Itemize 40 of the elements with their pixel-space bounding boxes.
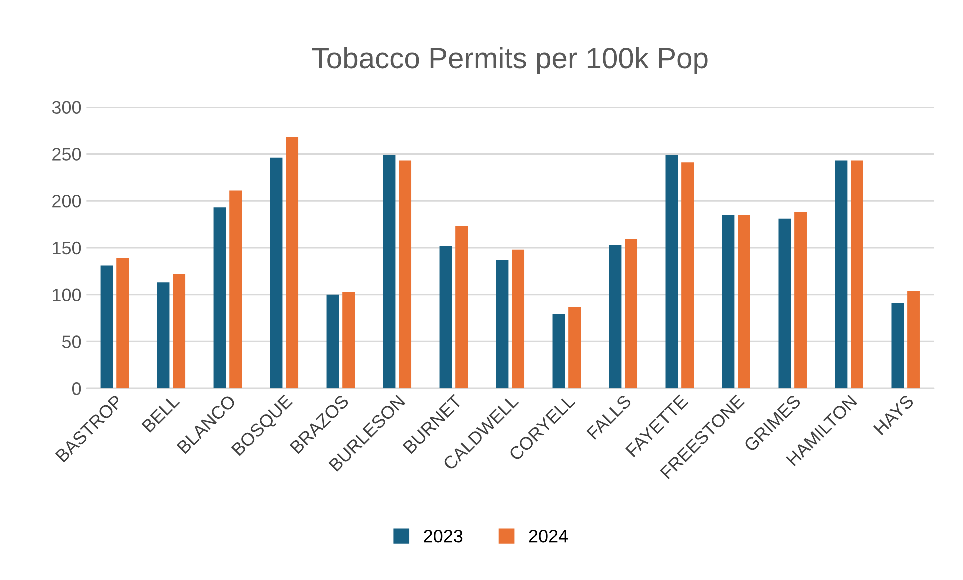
bar: [908, 291, 920, 389]
bar: [399, 160, 412, 389]
bar: [738, 215, 750, 389]
bar: [326, 294, 340, 389]
bar: [173, 274, 186, 389]
bar: [342, 292, 356, 389]
bar: [625, 240, 638, 389]
y-tick-label: 100: [53, 288, 82, 302]
y-tick-label: 50: [62, 336, 82, 348]
bar: [100, 266, 114, 389]
bar: [722, 215, 735, 389]
bar: [116, 258, 130, 389]
chart-title: Tobacco Permits per 100k Pop: [312, 47, 708, 74]
legend-label: 2024: [529, 530, 568, 543]
y-tick-label: 150: [53, 242, 82, 255]
y-tick-label: 200: [52, 195, 82, 208]
bar: [230, 190, 242, 389]
bar: [835, 160, 848, 389]
bar: [157, 282, 170, 389]
y-tick-label: 250: [52, 148, 82, 161]
y-tick-label: 0: [72, 382, 82, 396]
bar: [609, 245, 622, 389]
bar: [286, 137, 299, 389]
y-tick-label: 300: [52, 101, 82, 114]
bar: [552, 314, 566, 389]
bar: [666, 155, 678, 389]
bar: [851, 160, 864, 389]
bar: [214, 208, 226, 389]
bar: [456, 226, 468, 389]
bar: [794, 212, 807, 389]
bar: [568, 307, 582, 389]
bar: [512, 250, 525, 389]
bar: [682, 162, 694, 389]
bar: [892, 303, 904, 389]
bar: [383, 155, 396, 389]
bar: [778, 218, 792, 389]
bar: [440, 246, 452, 389]
bar: [496, 260, 509, 389]
bar: [270, 158, 283, 389]
legend-label: 2023: [424, 530, 463, 543]
